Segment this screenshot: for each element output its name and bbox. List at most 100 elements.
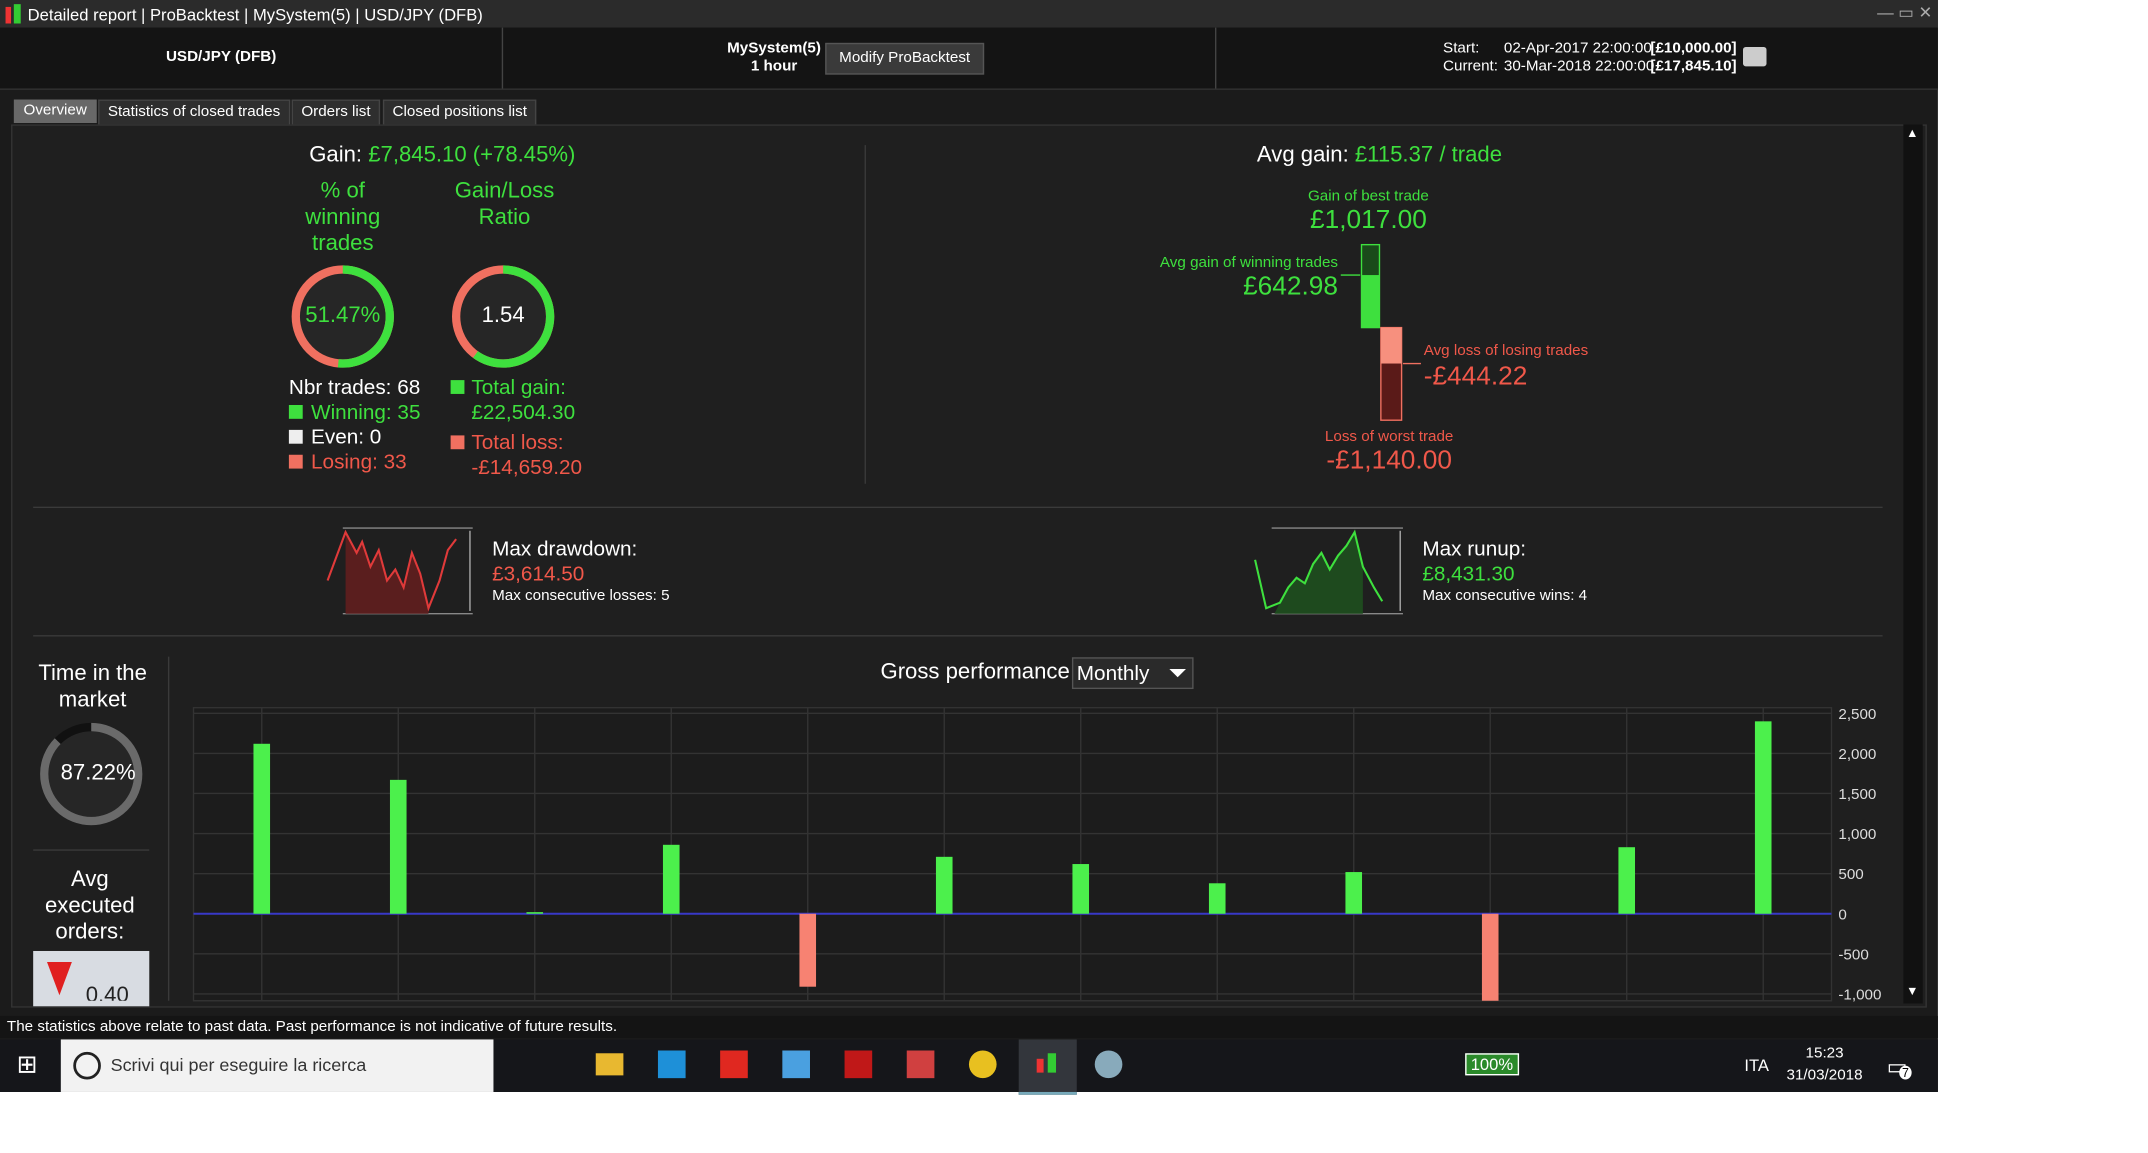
bar — [253, 743, 271, 914]
max-runup: £8,431.30 — [1422, 562, 1515, 587]
app-icon[interactable] — [906, 1050, 935, 1079]
current-capital: [£17,845.10] — [1650, 58, 1737, 75]
y-tick-label: 500 — [1838, 866, 1863, 883]
cortana-icon — [73, 1051, 101, 1080]
legend-swatch — [288, 454, 303, 469]
total-gain-label: Total gain: — [471, 375, 566, 400]
instrument: USD/JPY (DFB) — [165, 48, 277, 65]
title-text: Detailed report | ProBacktest | MySystem… — [27, 5, 483, 25]
timeframe: 1 hour — [750, 58, 798, 75]
start-capital: [£10,000.00] — [1650, 40, 1737, 57]
app-icon — [5, 6, 12, 24]
print-icon[interactable] — [1743, 46, 1767, 67]
total-loss: -£14,659.20 — [471, 456, 583, 480]
avg-gain: Avg gain: £115.37 / trade — [1172, 144, 1587, 169]
plot-area — [192, 707, 1833, 1002]
avg-win: £642.98 — [1243, 272, 1339, 302]
bar — [1072, 864, 1090, 914]
language[interactable]: ITA — [1744, 1056, 1769, 1076]
current-label: Current: — [1443, 58, 1499, 75]
period[interactable]: Monthly — [1076, 662, 1150, 686]
search-text[interactable]: Scrivi qui per eseguire la ricerca — [110, 1054, 367, 1076]
legend-swatch — [288, 404, 303, 419]
clock-time[interactable]: 15:23 — [1805, 1044, 1844, 1062]
tab[interactable]: Closed positions list — [382, 99, 537, 126]
app-icon[interactable] — [1094, 1050, 1123, 1079]
modify-button[interactable]: Modify ProBacktest — [825, 42, 985, 75]
app-icon[interactable] — [720, 1050, 748, 1079]
start-button[interactable]: ⊞ — [16, 1050, 38, 1079]
avg-gain-label: Avg gain: — [1256, 143, 1349, 168]
nbr-trades: Nbr trades: 68 — [288, 375, 421, 400]
start-label: Start: — [1443, 40, 1480, 57]
legend-swatch — [450, 435, 465, 450]
clock-date[interactable]: 31/03/2018 — [1786, 1067, 1863, 1084]
avg-orders-title: Avg executed orders: — [44, 868, 135, 945]
app-icon — [1036, 1058, 1044, 1073]
winning-pct: 51.47% — [305, 304, 381, 328]
best-trade-label: Gain of best trade — [1307, 187, 1429, 205]
title-bar — [0, 0, 1938, 28]
app-icon[interactable] — [968, 1050, 997, 1079]
notification-count: 7 — [1899, 1065, 1912, 1080]
app-icon[interactable] — [782, 1050, 810, 1079]
gain-label: Gain: — [309, 143, 363, 168]
bar — [1618, 847, 1636, 914]
app-icon — [1047, 1053, 1057, 1073]
max-drawdown-label: Max drawdown: — [492, 537, 638, 562]
y-tick-label: 2,500 — [1838, 706, 1876, 723]
period-select[interactable] — [1071, 657, 1194, 690]
drawdown-spark — [326, 527, 473, 615]
total-loss-label: Total loss: — [471, 431, 564, 455]
ratio-arc — [451, 265, 555, 368]
total-gain: £22,504.30 — [471, 400, 576, 425]
avg-win-bar — [1361, 275, 1380, 328]
separator — [501, 27, 504, 89]
search-box[interactable] — [60, 1039, 494, 1092]
bar — [1481, 913, 1499, 1001]
y-tick-label: 2,000 — [1838, 746, 1876, 763]
winning: Winning: 35 — [311, 400, 421, 425]
battery[interactable]: 100% — [1465, 1053, 1519, 1076]
plot — [193, 707, 1832, 1001]
avg-loss: -£444.22 — [1423, 362, 1528, 392]
avg-win-label: Avg gain of winning trades — [1159, 254, 1339, 271]
even: Even: 0 — [311, 425, 382, 450]
app-icon[interactable] — [595, 1053, 624, 1076]
tab[interactable]: Overview — [13, 99, 97, 124]
current-date: 30-Mar-2018 22:00:00 — [1503, 58, 1655, 75]
start-date: 02-Apr-2017 22:00:00 — [1503, 40, 1652, 57]
scrollbar[interactable] — [1903, 124, 1923, 1004]
orders-arrow — [46, 962, 72, 996]
tab[interactable]: Orders list — [291, 99, 381, 126]
max-consec-losses: Max consecutive losses: 5 — [492, 587, 670, 605]
scroll-down[interactable]: ▼ — [1906, 984, 1919, 998]
system: MySystem(5) — [727, 40, 821, 57]
tab[interactable]: Statistics of closed trades — [98, 99, 290, 126]
bar — [662, 844, 680, 914]
legend-swatch — [450, 380, 465, 394]
donut-arc — [40, 722, 143, 826]
window-controls[interactable]: — ▭ ✕ — [1877, 2, 1933, 23]
scroll-up[interactable]: ▲ — [1906, 125, 1919, 140]
y-tick-label: -500 — [1838, 946, 1868, 963]
donut-arc — [291, 265, 394, 368]
bar — [935, 856, 953, 914]
bar — [526, 912, 544, 914]
app-icon — [13, 4, 21, 24]
losing: Losing: 33 — [311, 450, 407, 475]
bar — [799, 913, 817, 987]
app-icon[interactable] — [844, 1050, 873, 1079]
max-drawdown: £3,614.50 — [492, 562, 585, 587]
y-tick-label: -1,000 — [1838, 986, 1881, 1003]
status-bar — [0, 1015, 1938, 1039]
y-tick-label: 1,500 — [1838, 786, 1876, 803]
y-tick-label: 1,000 — [1838, 826, 1876, 843]
app-icon[interactable] — [657, 1050, 686, 1079]
gain: Gain: £7,845.10 (+78.45%) — [276, 144, 608, 169]
max-consec-wins: Max consecutive wins: 4 — [1422, 587, 1588, 605]
time-in-market: 87.22% — [60, 761, 136, 786]
separator — [1214, 27, 1217, 89]
avg-orders: 0.40 — [85, 984, 129, 1001]
